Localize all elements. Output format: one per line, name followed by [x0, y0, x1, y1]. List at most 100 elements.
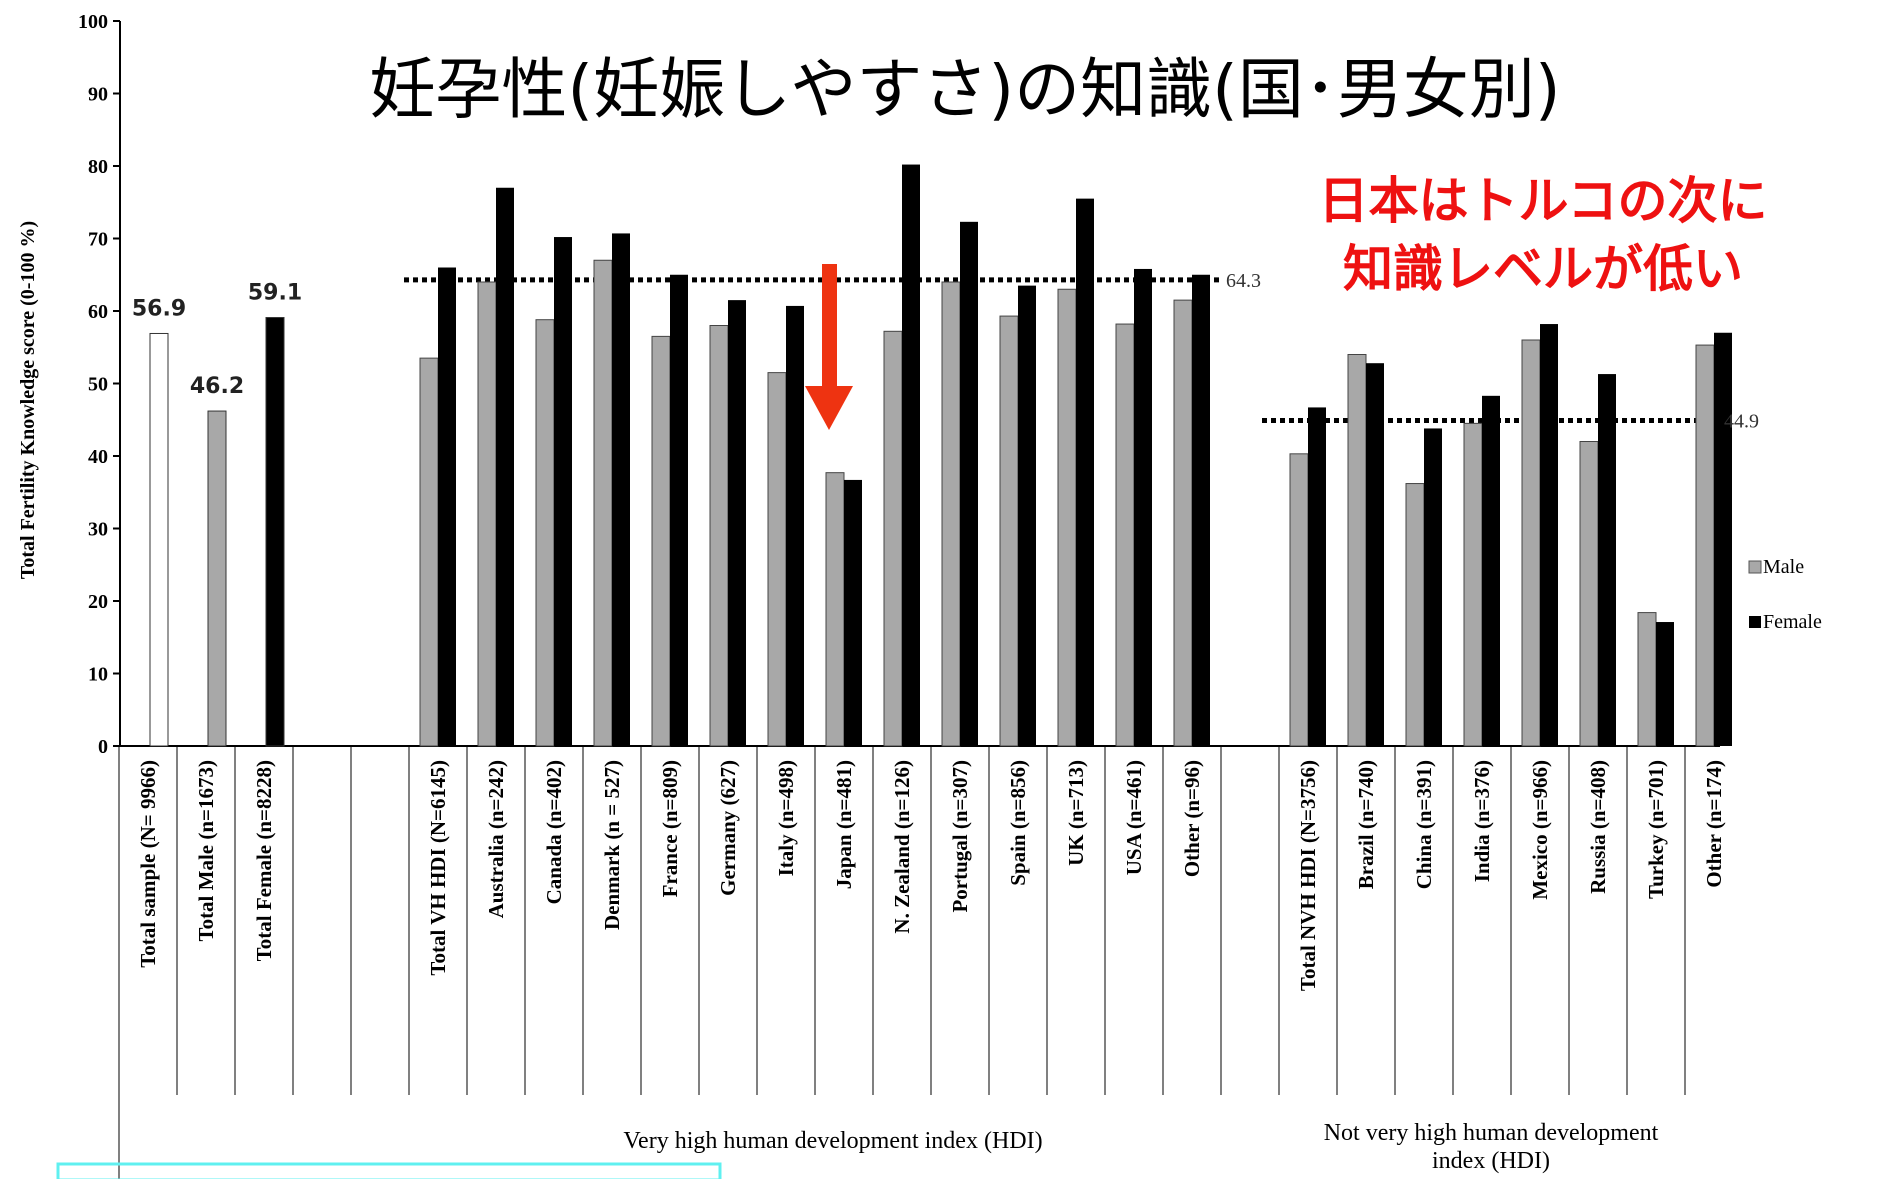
category-label: India (n=376) [1470, 760, 1494, 882]
y-tick-label: 0 [98, 736, 108, 758]
y-tick-label: 40 [88, 446, 108, 468]
category-label: France (n=809) [658, 760, 682, 897]
category-label: Denmark (n = 527) [600, 760, 624, 930]
group-label: Not very high human development [1324, 1120, 1659, 1146]
category-label: Other (n=96) [1180, 760, 1204, 877]
bottom-frame [56, 1162, 722, 1179]
category-label: Turkey (n=701) [1644, 760, 1668, 899]
category-label: China (n=391) [1412, 760, 1436, 889]
y-axis-label: Total Fertility Knowledge score (0-100 %… [17, 221, 39, 579]
bar-male [1115, 323, 1135, 747]
bar-male [767, 372, 787, 747]
y-tick-label: 60 [88, 301, 108, 323]
arrow-head [805, 386, 853, 430]
bar-male [825, 472, 845, 747]
category-label: Australia (n=242) [484, 760, 508, 918]
category-label: N. Zealand (n=126) [890, 760, 914, 934]
bar-female [960, 221, 978, 746]
bar-male [419, 357, 439, 747]
axes [113, 20, 1720, 1179]
y-tick-label: 80 [88, 156, 108, 178]
highlight-arrow [805, 264, 853, 430]
category-label: Brazil (n=740) [1354, 760, 1378, 889]
bar-female [844, 479, 862, 746]
reference-label: 64.3 [1226, 270, 1261, 292]
bar-total-male [207, 410, 227, 747]
annotation-line-2: 知識レベルが低い [1343, 240, 1743, 298]
bar-male [651, 335, 671, 747]
legend-male-swatch [1748, 560, 1762, 574]
bar-female [1018, 285, 1036, 746]
bar-female [1366, 363, 1384, 746]
category-label: Mexico (n=966) [1528, 760, 1552, 900]
bars [149, 164, 1732, 747]
group-label: Very high human development index (HDI) [623, 1128, 1042, 1154]
bar-male [1521, 339, 1541, 747]
bar-male [1579, 441, 1599, 747]
category-label: Total VH HDI (N=6145) [426, 760, 450, 976]
bar-male [593, 259, 613, 747]
bar-female [496, 187, 514, 746]
category-label: Total Male (n=1673) [194, 760, 218, 942]
bar-male [1695, 344, 1715, 747]
chart-title: 妊孕性(妊娠しやすさ)の知識(国･男女別) [369, 51, 1560, 128]
category-label: Total NVH HDI (N=3756) [1296, 760, 1320, 991]
data-label: 46.2 [190, 374, 244, 399]
bar-male [1289, 453, 1309, 747]
bar-female [1598, 374, 1616, 746]
legend-male-label: Male [1763, 556, 1804, 578]
group-label: index (HDI) [1432, 1148, 1550, 1174]
bar-female [438, 267, 456, 746]
bar-male [883, 330, 903, 747]
category-label: Italy (n=498) [774, 760, 798, 876]
y-tick-label: 90 [88, 84, 108, 106]
category-label: Russia (n=408) [1586, 760, 1610, 894]
bar-male [1347, 354, 1367, 747]
bar-male [999, 315, 1019, 747]
bar-female [1192, 274, 1210, 746]
category-label: Total sample (N= 9966) [136, 760, 160, 968]
category-label: Spain (n=856) [1006, 760, 1030, 886]
legend-female-label: Female [1763, 611, 1822, 633]
y-tick-label: 70 [88, 229, 108, 251]
bar-male [477, 281, 497, 747]
bar-male [1173, 299, 1193, 747]
y-tick-label: 10 [88, 664, 108, 686]
bar-male [1637, 612, 1657, 747]
data-label: 59.1 [248, 281, 302, 306]
bar-male [535, 319, 555, 747]
bar-total-female [265, 317, 285, 747]
bar-female [554, 237, 572, 747]
bar-male [1057, 288, 1077, 747]
labels: 0 10 20 30 40 50 60 70 80 90 100 56.9 Total sample (… [78, 11, 1759, 1174]
category-label: USA (n=461) [1122, 760, 1146, 875]
annotation-line-1: 日本はトルコの次に [1319, 172, 1768, 230]
y-tick-label: 50 [88, 374, 108, 396]
bar-female [1308, 407, 1326, 746]
category-label: Total Female (n=8228) [252, 760, 276, 961]
legend: Male Female [1748, 556, 1822, 633]
bar-female [1424, 428, 1442, 746]
data-label: 56.9 [132, 296, 186, 321]
y-tick-label: 30 [88, 519, 108, 541]
bar-female [1076, 198, 1094, 746]
bar-female [1656, 622, 1674, 746]
category-label: Canada (n=402) [542, 760, 566, 904]
legend-female-swatch [1749, 616, 1761, 628]
bar-female [1714, 332, 1732, 746]
category-label: Japan (n=481) [832, 760, 856, 889]
bar-female [1134, 268, 1152, 746]
bar-total-total [149, 332, 169, 747]
bar-male [1405, 483, 1425, 747]
arrow-shaft [822, 264, 837, 392]
bar-female [612, 233, 630, 747]
category-label: UK (n=713) [1064, 760, 1088, 866]
bar-female [902, 164, 920, 747]
bar-male [941, 281, 961, 747]
bar-female [670, 274, 688, 746]
bar-male [709, 325, 729, 747]
bar-female [1482, 395, 1500, 746]
bar-male [1463, 422, 1483, 747]
category-label: Portugal (n=307) [948, 760, 972, 913]
